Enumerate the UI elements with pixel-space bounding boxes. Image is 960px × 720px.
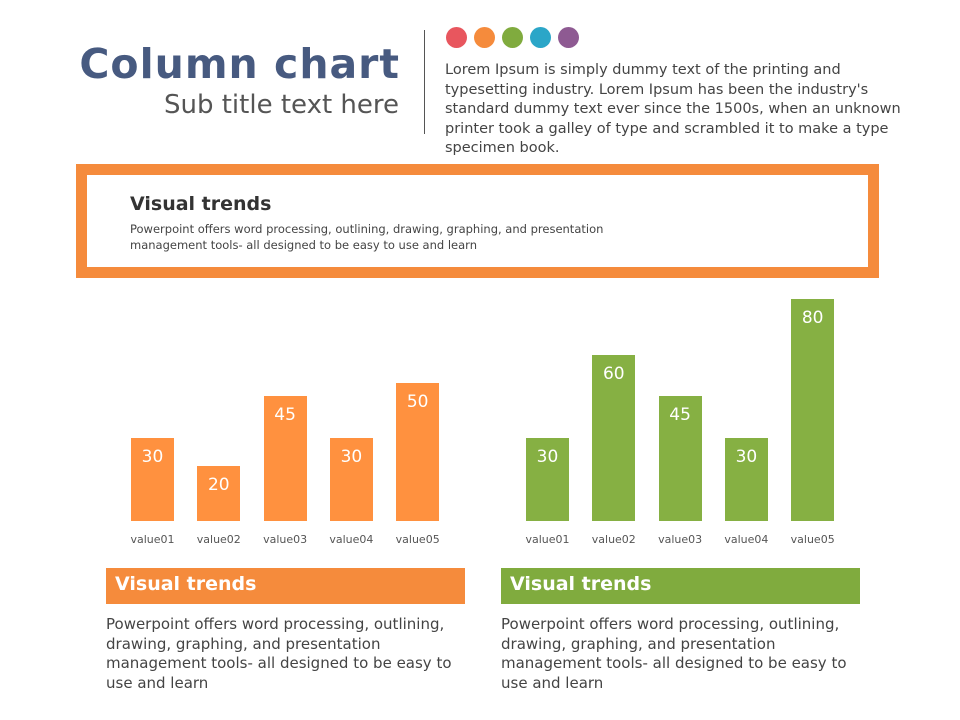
color-dot [502, 27, 523, 48]
divider [424, 30, 425, 134]
page-title: Column chart [79, 40, 400, 88]
x-tick-label: value01 [525, 533, 570, 546]
bar: 30 [329, 437, 373, 521]
x-tick-label: value03 [263, 533, 308, 546]
panel-right-title: Visual trends [501, 568, 860, 604]
data-label: 30 [340, 446, 363, 467]
x-tick-label: value05 [395, 533, 440, 546]
bar: 30 [131, 437, 174, 521]
x-tick-label: value01 [130, 533, 175, 546]
bar: 50 [396, 382, 440, 521]
bar: 60 [592, 354, 636, 521]
bar: 45 [263, 396, 307, 521]
page-subtitle: Sub title text here [163, 90, 399, 120]
data-label: 20 [207, 474, 230, 495]
callout-box: Visual trends Powerpoint offers word pro… [76, 164, 879, 278]
x-tick-label: value03 [658, 533, 703, 546]
data-label: 45 [669, 405, 691, 426]
data-label: 50 [406, 391, 429, 412]
bar: 30 [724, 437, 768, 521]
bar: 20 [197, 465, 241, 521]
data-label: 30 [536, 446, 559, 467]
callout-title: Visual trends [130, 193, 272, 215]
data-label: 30 [141, 446, 164, 467]
x-tick-label: value04 [724, 533, 769, 546]
callout-text: Powerpoint offers word processing, outli… [130, 222, 604, 252]
intro-text: Lorem Ipsum is simply dummy text of the … [445, 62, 901, 156]
panel-right-text: Powerpoint offers word processing, outli… [501, 615, 847, 692]
panel-left-title: Visual trends [106, 568, 465, 604]
data-label: 30 [735, 446, 758, 467]
x-tick-label: value02 [196, 533, 241, 546]
data-label: 60 [602, 363, 625, 384]
x-tick-label: value05 [790, 533, 835, 546]
data-label: 45 [274, 405, 296, 426]
x-tick-label: value02 [591, 533, 636, 546]
color-dot [446, 27, 467, 48]
bar: 45 [658, 396, 702, 521]
data-label: 80 [801, 308, 824, 329]
x-tick-label: value04 [329, 533, 374, 546]
bar: 80 [791, 299, 835, 521]
color-dot [474, 27, 495, 48]
color-dot [558, 27, 579, 48]
color-dot [530, 27, 551, 48]
panel-left-text: Powerpoint offers word processing, outli… [106, 615, 452, 692]
bar: 30 [526, 437, 569, 521]
